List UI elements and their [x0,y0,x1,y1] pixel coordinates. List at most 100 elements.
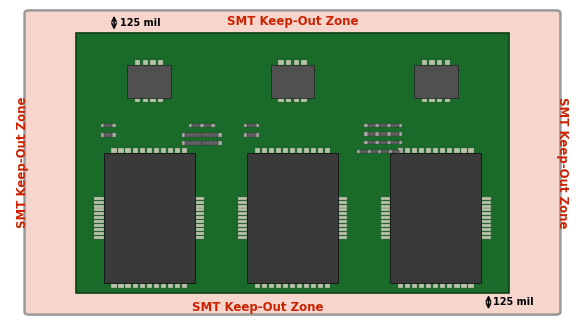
Bar [238,232,247,235]
Bar [318,148,323,153]
Bar [381,224,391,227]
Bar [143,60,148,65]
Bar [338,220,347,223]
Bar [376,124,380,127]
Bar [76,32,509,292]
Bar [387,132,390,136]
Bar [468,283,474,288]
Bar [461,283,467,288]
Bar [194,232,204,235]
Bar [276,148,281,153]
Bar [388,132,391,136]
Bar [304,148,309,153]
Bar [201,133,205,136]
Bar [94,220,104,223]
Bar [380,141,387,144]
Bar [194,228,204,231]
Bar [118,283,124,288]
Bar [412,148,417,153]
Text: 125 mil: 125 mil [493,297,533,307]
Bar [238,228,247,231]
Bar [209,133,213,136]
Bar [387,141,390,144]
Bar [378,150,381,153]
Bar [325,283,330,288]
Bar [132,283,138,288]
Bar [194,209,204,211]
Bar [207,141,211,145]
Bar [194,201,204,203]
Text: SMT Keep-Out Zone: SMT Keep-Out Zone [556,97,569,228]
Bar [125,283,131,288]
Bar [94,224,104,227]
Bar [422,98,427,102]
Bar [399,150,402,153]
Bar [125,148,131,153]
Bar [198,133,202,136]
Text: 125 mil: 125 mil [120,18,160,28]
Bar [481,201,490,203]
Bar [468,148,474,153]
Bar [132,148,138,153]
Bar [338,205,347,207]
Bar [247,153,338,283]
Bar [481,209,490,211]
Bar [94,205,104,207]
Bar [399,141,402,144]
Text: SMT Keep-Out Zone: SMT Keep-Out Zone [227,15,358,28]
Bar [380,124,387,127]
Bar [338,197,347,200]
Bar [160,148,166,153]
Bar [391,132,399,136]
Bar [360,150,368,153]
Bar [380,132,387,136]
Bar [153,148,159,153]
Bar [381,236,391,239]
Bar [381,201,391,203]
Bar [238,197,247,200]
Bar [338,213,347,215]
Bar [364,141,368,144]
Bar [297,148,302,153]
Bar [143,98,148,102]
Bar [190,141,194,145]
Bar [174,148,180,153]
Bar [376,141,379,144]
Bar [94,201,104,203]
Bar [262,148,267,153]
Bar [412,283,417,288]
Bar [461,148,467,153]
Bar [437,60,442,65]
Bar [194,236,204,239]
Bar [286,60,291,65]
Text: SMT Keep-Out Zone: SMT Keep-Out Zone [16,97,29,228]
Bar [311,148,316,153]
Bar [276,283,281,288]
Bar [190,133,194,136]
Bar [140,148,145,153]
Bar [199,124,203,127]
FancyBboxPatch shape [25,10,560,315]
Bar [447,283,452,288]
Bar [278,60,284,65]
Bar [381,216,391,219]
Bar [192,141,196,145]
Bar [399,132,402,136]
Bar [481,224,490,227]
Bar [202,133,209,136]
Bar [381,209,391,211]
Bar [381,232,391,235]
Bar [381,220,391,223]
Bar [398,283,403,288]
Bar [238,205,247,207]
Bar [426,148,432,153]
Bar [304,283,309,288]
Bar [238,220,247,223]
Bar [269,283,274,288]
Bar [398,148,403,153]
Bar [447,148,452,153]
Bar [445,98,450,102]
Bar [364,132,368,136]
Bar [192,133,196,136]
Bar [111,148,116,153]
